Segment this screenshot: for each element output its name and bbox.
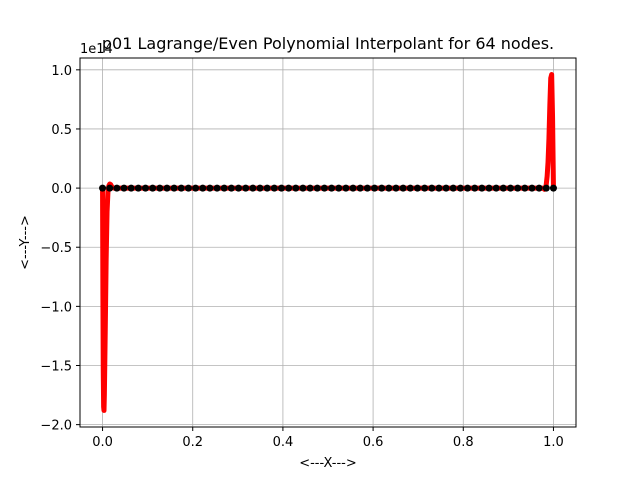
y-tick-label: −0.5 <box>40 241 72 256</box>
node-point <box>249 184 257 192</box>
node-point <box>378 184 386 192</box>
node-point <box>349 184 357 192</box>
node-point <box>170 184 178 192</box>
node-point <box>299 184 307 192</box>
node-point <box>192 184 200 192</box>
node-point <box>120 184 128 192</box>
node-point <box>507 184 515 192</box>
x-tick-label: 0.6 <box>363 435 384 450</box>
x-tick-label: 0.8 <box>453 435 474 450</box>
node-point <box>199 184 207 192</box>
node-point <box>227 184 235 192</box>
node-point <box>449 184 457 192</box>
y-offset-label: 1e14 <box>80 42 113 57</box>
node-point <box>206 184 214 192</box>
node-point <box>392 184 400 192</box>
node-point <box>528 184 536 192</box>
y-axis-label: <---Y---> <box>18 215 33 270</box>
node-point <box>471 184 479 192</box>
node-point <box>442 184 450 192</box>
node-point <box>406 184 414 192</box>
node-point <box>177 184 185 192</box>
node-point <box>242 184 250 192</box>
x-tick-label: 0.4 <box>273 435 294 450</box>
x-tick-label: 0.2 <box>182 435 203 450</box>
y-tick-label: 0.0 <box>51 182 72 197</box>
node-point <box>235 184 243 192</box>
node-point <box>184 184 192 192</box>
node-point <box>320 184 328 192</box>
node-point <box>492 184 500 192</box>
node-point <box>277 184 285 192</box>
node-point <box>464 184 472 192</box>
plot-area <box>99 72 557 413</box>
node-point <box>99 184 107 192</box>
y-tick-label: −1.5 <box>40 360 72 375</box>
node-point <box>263 184 271 192</box>
node-point <box>156 184 164 192</box>
node-point <box>514 184 522 192</box>
node-point <box>134 184 142 192</box>
plot-frame <box>79 57 577 428</box>
axis-ticks: 0.0 0.2 0.4 0.6 0.8 1.0 1.0 0.5 0.0 −0.5 −1.0 −1.5 −… <box>40 64 563 450</box>
node-point <box>127 184 135 192</box>
node-point <box>113 184 121 192</box>
node-point <box>106 184 114 192</box>
node-point <box>499 184 507 192</box>
node-point <box>385 184 393 192</box>
node-point <box>335 184 343 192</box>
y-tick-label: 0.5 <box>51 123 72 138</box>
node-point <box>413 184 421 192</box>
node-point <box>478 184 486 192</box>
node-point <box>371 184 379 192</box>
node-point <box>363 184 371 192</box>
x-tick-label: 1.0 <box>543 435 564 450</box>
node-point <box>542 184 550 192</box>
node-point <box>285 184 293 192</box>
node-point <box>306 184 314 192</box>
node-point <box>328 184 336 192</box>
y-tick-label: −2.0 <box>40 419 72 434</box>
y-tick-label: −1.0 <box>40 300 72 315</box>
node-point <box>141 184 149 192</box>
node-point <box>270 184 278 192</box>
node-point <box>256 184 264 192</box>
node-point <box>428 184 436 192</box>
chart-title: p01 Lagrange/Even Polynomial Interpolant… <box>102 34 554 53</box>
node-point <box>456 184 464 192</box>
node-point <box>356 184 364 192</box>
node-point <box>313 184 321 192</box>
node-point <box>163 184 171 192</box>
node-point <box>521 184 529 192</box>
node-point <box>421 184 429 192</box>
node-point <box>535 184 543 192</box>
node-point <box>435 184 443 192</box>
node-point <box>549 184 557 192</box>
node-point <box>149 184 157 192</box>
y-tick-label: 1.0 <box>51 64 72 79</box>
x-tick-label: 0.0 <box>92 435 113 450</box>
x-axis-label: <---X---> <box>299 456 357 471</box>
node-point <box>342 184 350 192</box>
node-point <box>292 184 300 192</box>
node-point <box>485 184 493 192</box>
node-point <box>220 184 228 192</box>
node-point <box>399 184 407 192</box>
node-point <box>213 184 221 192</box>
